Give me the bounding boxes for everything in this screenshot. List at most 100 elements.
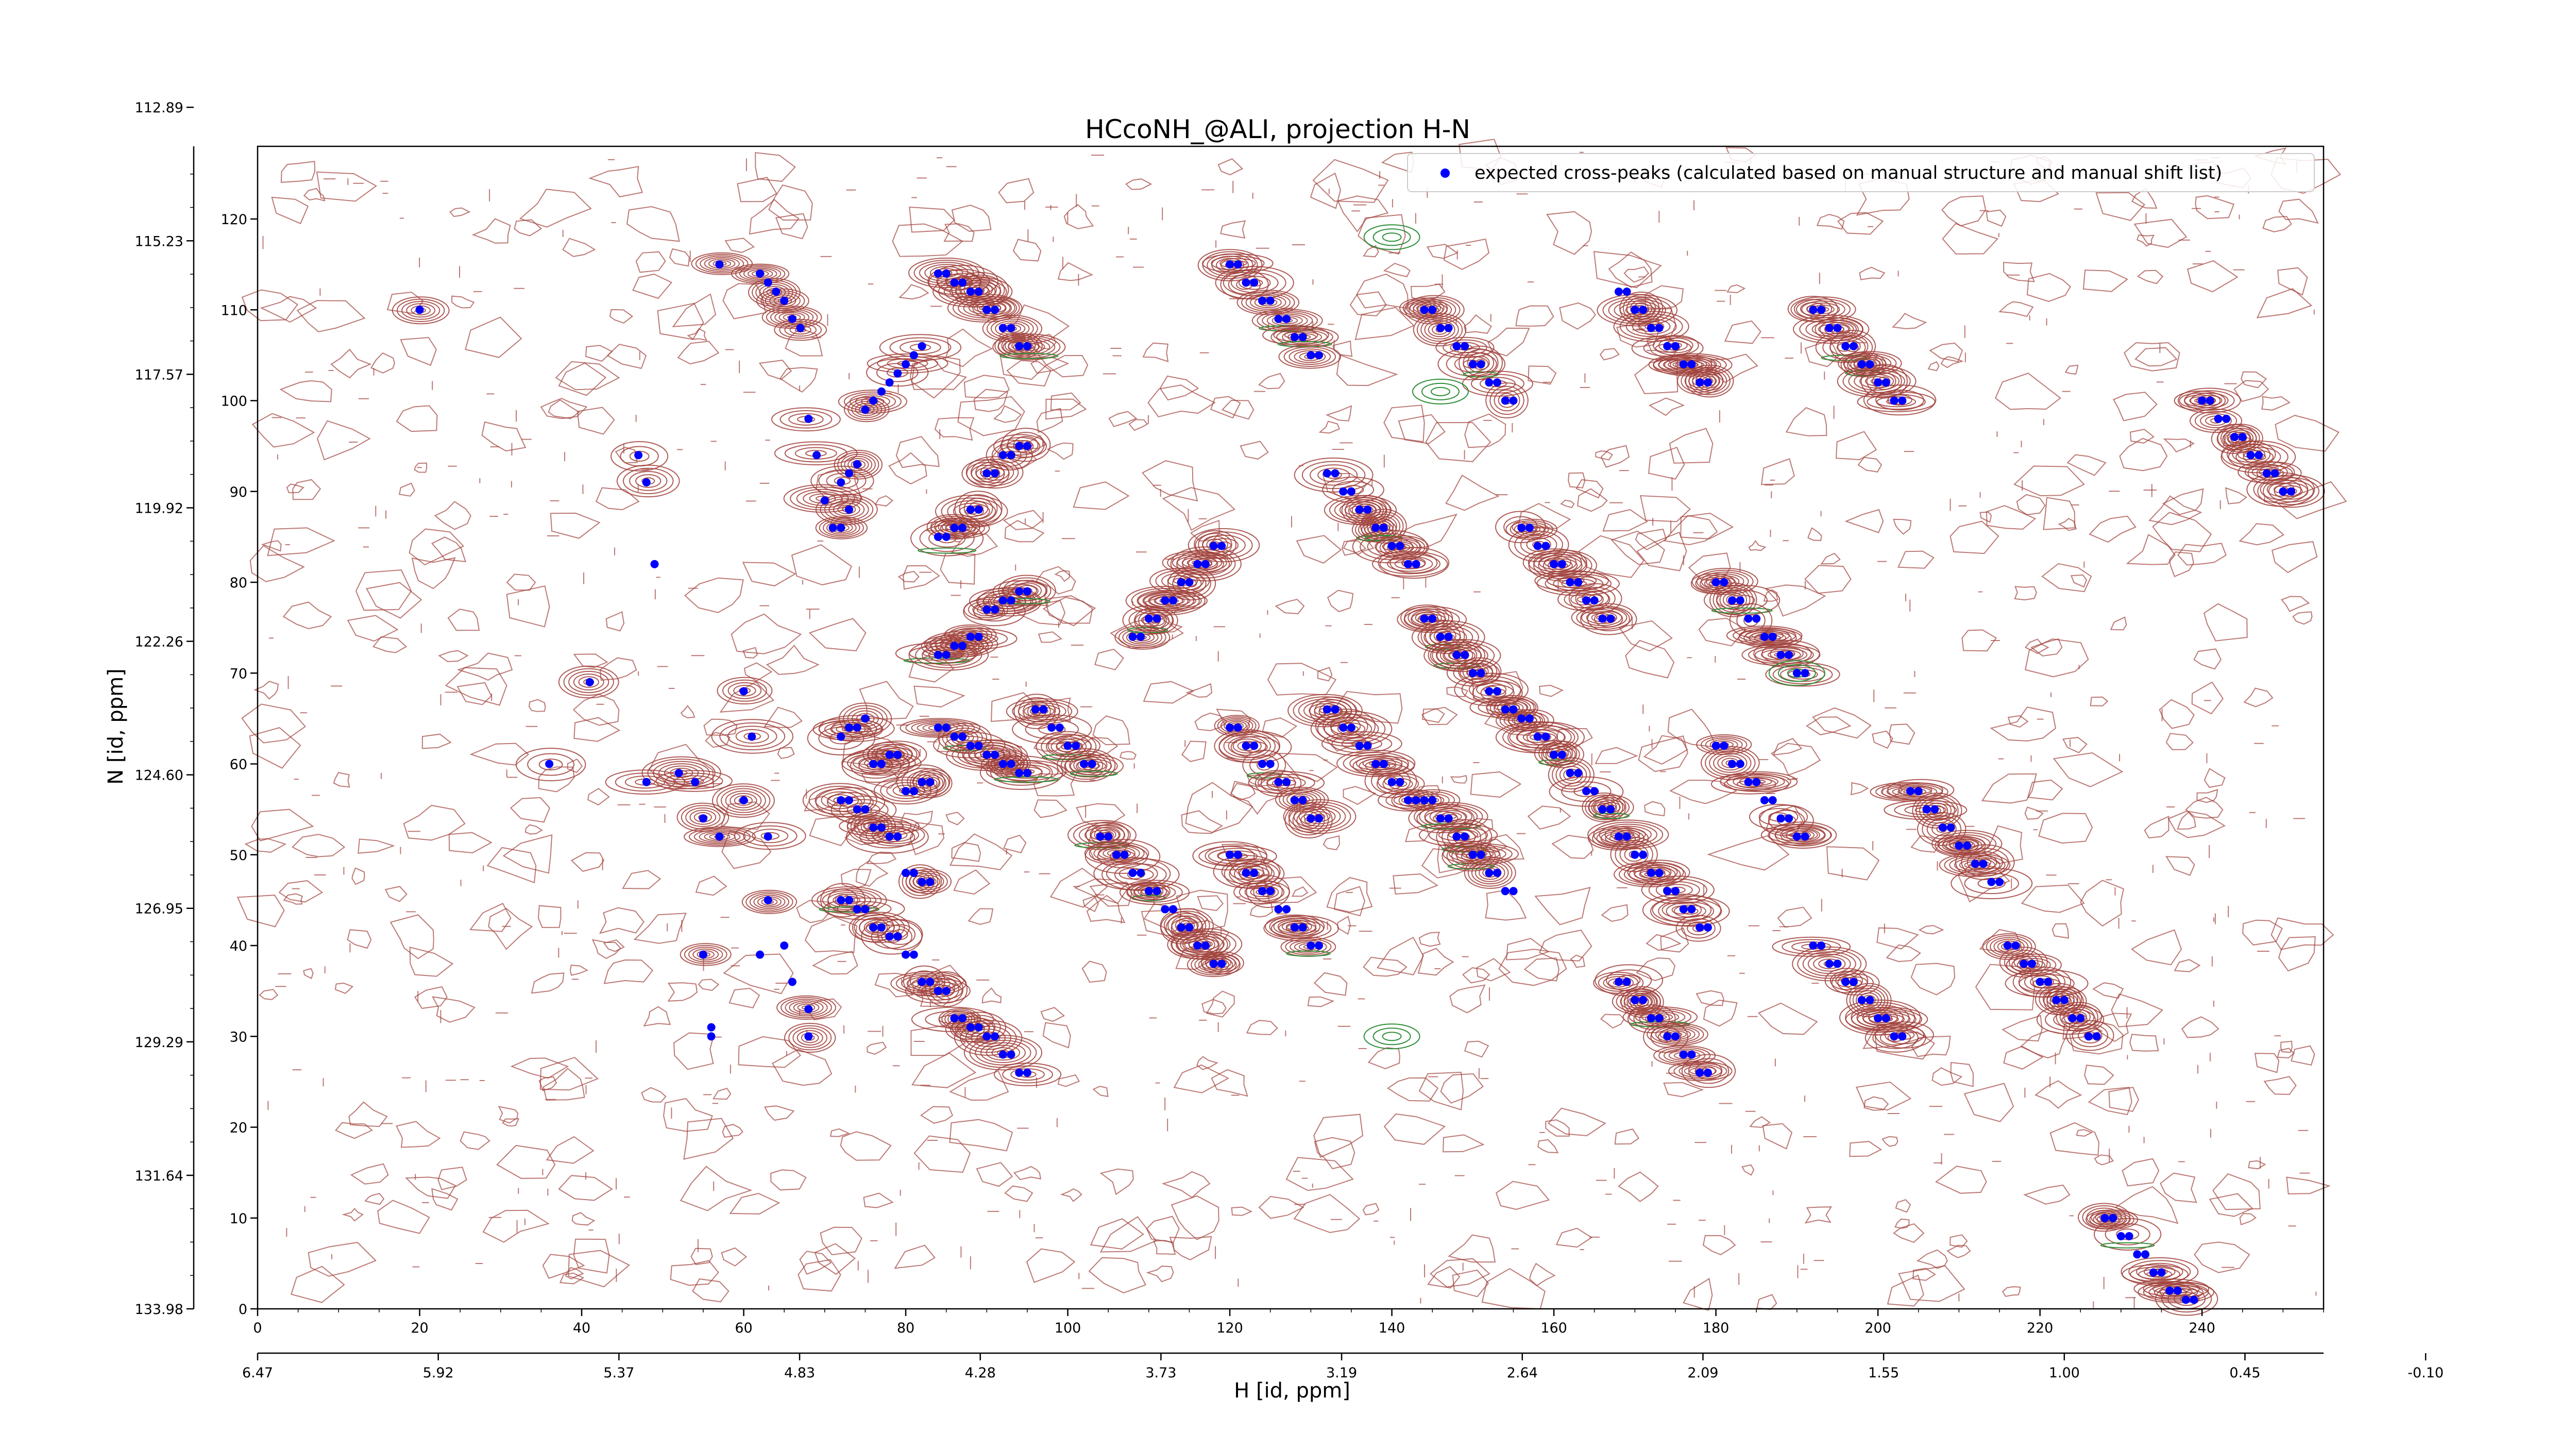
- cross-peak-point: [650, 560, 659, 568]
- cross-peak-point: [1614, 288, 1623, 296]
- noise-contour: [804, 795, 840, 812]
- noise-contour: [1891, 313, 1927, 329]
- peak-contour: [688, 947, 723, 963]
- noise-contour: [2271, 541, 2318, 574]
- peak-contour: [970, 459, 1019, 486]
- peak-contour: [824, 498, 869, 521]
- peak-contour: [1257, 773, 1315, 792]
- cross-peak-point: [1169, 596, 1177, 605]
- cross-peak-point: [1355, 506, 1364, 514]
- noise-contour: [347, 615, 399, 642]
- noise-contour: [2095, 192, 2145, 221]
- cross-peak-point: [1590, 787, 1599, 796]
- noise-contour: [1975, 964, 2036, 1010]
- cross-peak-point: [1088, 760, 1096, 768]
- peak-contour: [1208, 848, 1267, 865]
- peak-contour: [820, 496, 874, 523]
- peak-contour: [1006, 698, 1078, 724]
- peak-contour: [735, 265, 786, 283]
- cross-peak-point: [780, 296, 789, 305]
- peak-contour: [847, 707, 884, 730]
- cross-peak-point: [1825, 959, 1834, 968]
- cross-peak-point: [909, 869, 918, 877]
- cross-peak-point: [1509, 705, 1518, 714]
- noise-contour: [1076, 803, 1126, 828]
- peak-contour: [1922, 815, 1962, 843]
- peak-contour: [1310, 711, 1393, 747]
- cross-peak-point: [804, 1032, 813, 1041]
- cross-peak-point: [1485, 378, 1494, 387]
- noise-contour: [587, 787, 610, 806]
- noise-contour: [1326, 877, 1373, 913]
- negative-contour: [1070, 770, 1118, 777]
- noise-contour: [1449, 984, 1486, 1014]
- cross-peak-point: [869, 396, 878, 405]
- noise-contour: [1998, 301, 2034, 317]
- noise-contour: [1894, 1218, 1910, 1229]
- noise-contour: [1946, 1244, 1971, 1258]
- peak-contour: [1387, 556, 1433, 572]
- noise-contour: [775, 213, 808, 240]
- peak-contour: [917, 874, 941, 888]
- peak-contour: [1293, 804, 1346, 829]
- cross-peak-point: [772, 288, 781, 296]
- cross-peak-point: [1874, 378, 1883, 387]
- noise-contour: [1429, 1258, 1490, 1288]
- noise-contour: [358, 838, 395, 854]
- cross-peak-point: [1631, 850, 1639, 859]
- peak-contour: [913, 873, 944, 890]
- cross-peak-point: [902, 787, 910, 796]
- noise-contour: [1539, 929, 1592, 962]
- noise-contour: [1859, 266, 1886, 280]
- cross-peak-point: [1655, 869, 1664, 877]
- cross-peak-point: [1112, 850, 1121, 859]
- peak-contour: [1495, 709, 1545, 732]
- peak-contour: [1595, 964, 1664, 997]
- peak-contour: [700, 255, 744, 272]
- noise-contour: [558, 1175, 613, 1201]
- noise-contour: [1278, 752, 1338, 782]
- noise-contour: [1343, 786, 1377, 805]
- noise-contour: [2275, 415, 2340, 452]
- cross-peak-point: [909, 950, 918, 959]
- peak-contour: [879, 334, 962, 361]
- noise-contour: [1660, 927, 1689, 953]
- noise-contour: [2165, 733, 2194, 750]
- peak-contour: [1003, 577, 1052, 604]
- peak-contour: [1345, 497, 1387, 524]
- peak-contour: [1635, 1009, 1686, 1025]
- peak-contour: [1303, 808, 1336, 824]
- peak-contour: [982, 589, 1037, 614]
- noise-contour: [1450, 774, 1467, 784]
- cross-peak-point: [1946, 823, 1955, 832]
- peak-contour: [1341, 737, 1383, 751]
- peak-contour: [1613, 311, 1689, 342]
- cross-peak-point: [1096, 832, 1105, 841]
- noise-contour: [840, 1131, 892, 1161]
- cross-peak-point: [1452, 342, 1461, 350]
- cross-peak-point: [1169, 905, 1177, 914]
- cross-peak-point: [1250, 278, 1259, 287]
- cross-peak-point: [909, 351, 918, 360]
- noise-contour: [2239, 523, 2285, 546]
- peak-contour: [725, 790, 762, 811]
- noise-contour: [1957, 864, 2010, 903]
- cross-peak-point: [1371, 524, 1380, 532]
- noise-contour: [1887, 1274, 1924, 1307]
- peak-contour: [1202, 253, 1274, 274]
- cross-peak-point: [2125, 1232, 2133, 1240]
- peak-contour: [916, 772, 946, 794]
- noise-contour: [2280, 1040, 2293, 1053]
- noise-contour: [1994, 373, 2061, 410]
- cross-peak-point: [1582, 596, 1590, 605]
- cross-peak-point: [715, 832, 724, 841]
- noise-contour: [2134, 347, 2178, 367]
- peak-contour: [875, 744, 920, 765]
- peak-contour: [1267, 777, 1306, 789]
- cross-peak-point: [1703, 923, 1712, 932]
- noise-contour: [874, 495, 894, 507]
- cross-peak-point: [942, 723, 951, 732]
- noise-contour: [414, 462, 428, 473]
- peak-contour: [2155, 1282, 2218, 1316]
- peak-contour: [680, 943, 732, 966]
